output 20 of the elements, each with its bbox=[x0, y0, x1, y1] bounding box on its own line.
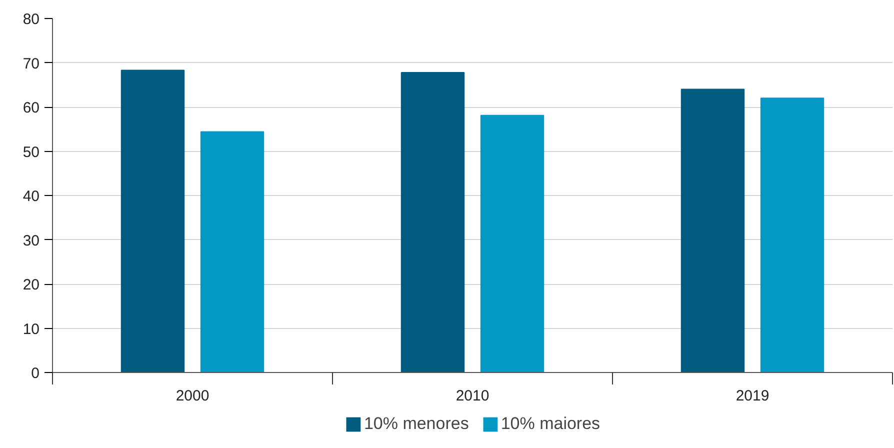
y-tick-label: 0 bbox=[31, 365, 40, 382]
y-tick-label: 10 bbox=[22, 320, 40, 338]
bar bbox=[120, 70, 185, 372]
bar bbox=[200, 131, 264, 372]
x-tick-label: 2000 bbox=[176, 388, 210, 404]
bar bbox=[680, 88, 745, 372]
x-tick-label: 2010 bbox=[456, 388, 490, 404]
x-tick-label: 2019 bbox=[736, 388, 770, 404]
y-tick-label: 50 bbox=[22, 144, 40, 161]
y-tick-label: 40 bbox=[22, 188, 40, 205]
y-tick-label: 30 bbox=[22, 232, 40, 250]
legend-label: 10% menores bbox=[364, 414, 469, 434]
bar bbox=[400, 72, 465, 372]
y-tick-label: 60 bbox=[22, 100, 40, 116]
y-tick-label: 70 bbox=[22, 55, 40, 72]
bar bbox=[480, 114, 544, 372]
y-tick-label: 20 bbox=[22, 276, 40, 294]
y-tick-label: 80 bbox=[22, 11, 40, 28]
bar bbox=[760, 98, 824, 372]
legend-label: 10% maiores bbox=[500, 414, 600, 434]
